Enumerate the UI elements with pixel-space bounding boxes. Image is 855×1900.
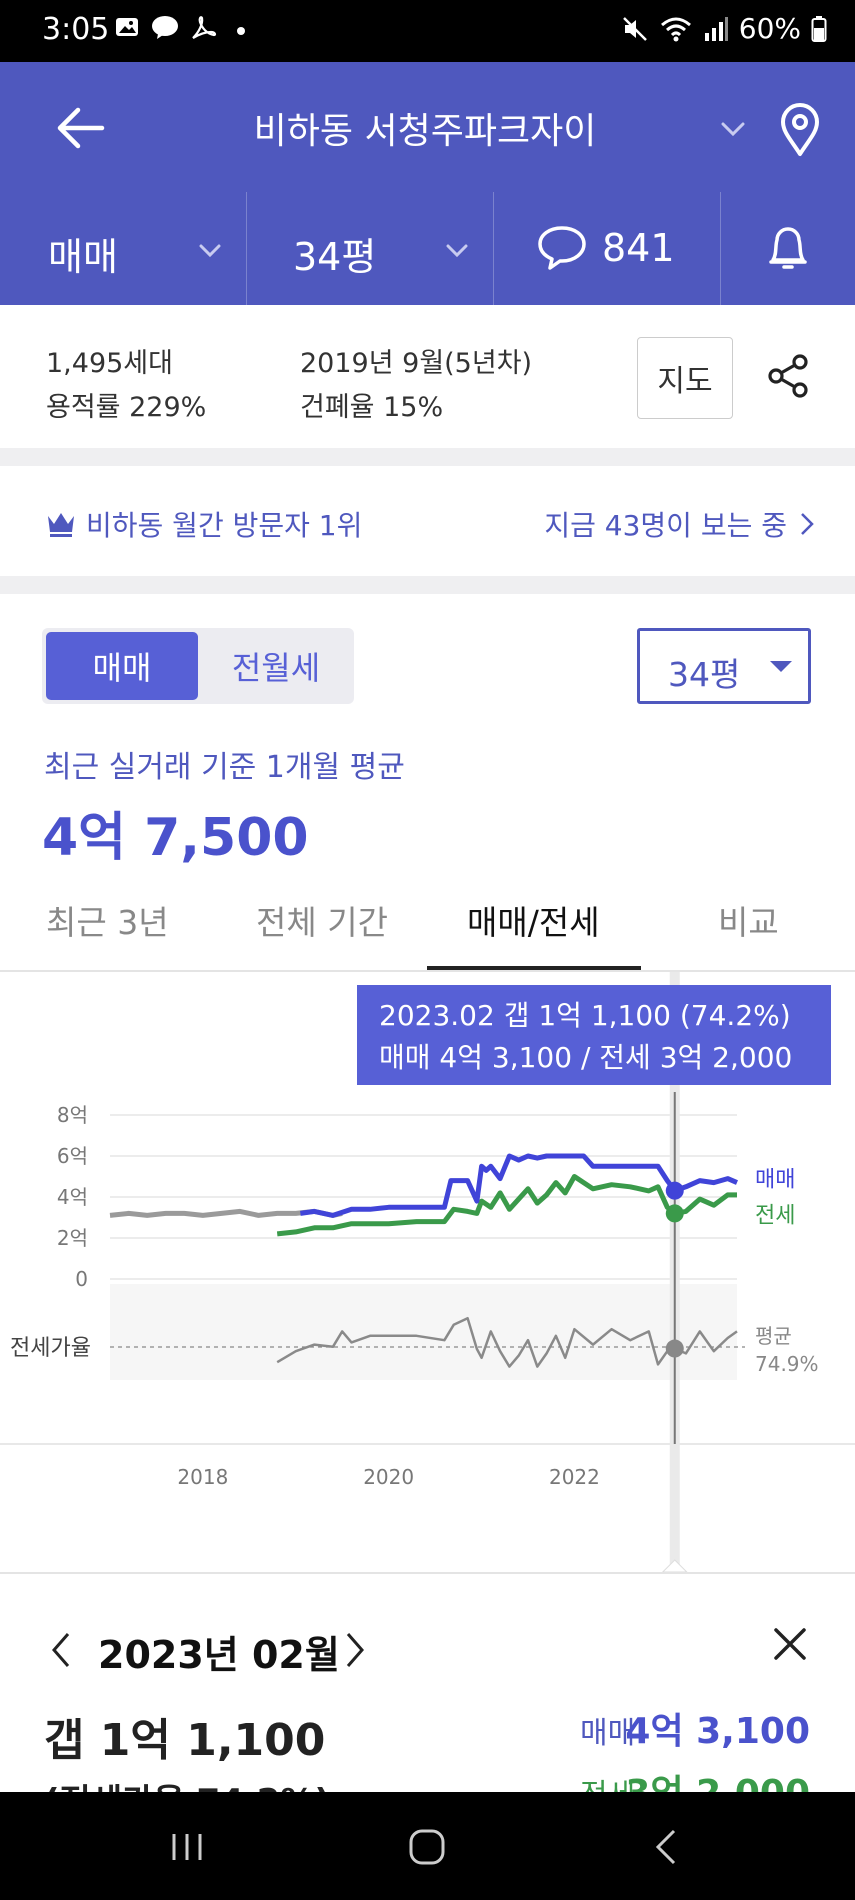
notification-icons [112,14,256,44]
x-tick-label: 2018 [177,1465,228,1489]
households: 1,495세대 [46,348,173,379]
size-dropdown[interactable]: 34평 [637,628,811,704]
size-label: 34평 [293,235,377,279]
detail-gap: 갭 1억 1,100 [44,1715,326,1766]
tab-sale-jeonse[interactable]: 매매/전세 [467,903,600,942]
rank-text: 비하동 월간 방문자 1위 [86,509,363,542]
rank-left: 비하동 월간 방문자 1위 [46,504,362,544]
active-tab-indicator [427,966,641,970]
app-header: 비하동 서청주파크자이 [0,62,855,192]
detail-jeonse-value: 3억 2,000 [625,1764,810,1792]
legend-ratio-average-value: 74.9% [755,1352,819,1376]
bell-icon [769,227,807,269]
chart-tooltip: 2023.02 갭 1억 1,100 (74.2%) 매매 4억 3,100 /… [357,985,831,1085]
signal-icon [704,16,728,41]
comment-count: 841 [602,226,675,270]
section-divider [0,448,855,466]
gallery-icon [112,14,142,44]
sale-point-selected [665,1181,684,1200]
tab-recent-3y[interactable]: 최근 3년 [46,903,169,942]
kakaotalk-icon [150,14,180,44]
location-pin-icon[interactable] [775,100,825,158]
floor-area-ratio: 용적률 229% [46,392,207,423]
map-button[interactable]: 지도 [637,337,733,419]
segment-sale[interactable]: 매매 [46,632,198,700]
close-icon[interactable] [770,1624,810,1664]
visitor-rank-banner[interactable]: 비하동 월간 방문자 1위 지금 43명이 보는 중 [0,466,855,576]
chevron-left-icon[interactable] [46,1630,76,1670]
dot-icon [226,14,256,44]
android-nav-bar [0,1792,855,1900]
speech-bubble-icon [538,226,586,270]
chevron-down-icon [446,244,468,258]
section-divider [0,1572,855,1574]
status-time: 3:05 [42,12,110,47]
tab-compare[interactable]: 비교 [718,903,779,942]
chevron-right-icon[interactable] [340,1630,370,1670]
ratio-axis-label: 전세가율 [10,1336,91,1361]
ratio-band [110,1284,737,1380]
status-bar: 3:05 60% [0,0,855,62]
crown-icon [48,513,74,537]
trade-type-select[interactable]: 매매 [0,192,247,305]
month-detail-panel: 2023년 02월 갭 1억 1,100 (전세가율 74.2%) 매매 4억 … [0,1574,855,1792]
system-icons: 60% [621,12,827,45]
mute-icon [622,16,647,41]
segment-rent[interactable]: 전월세 [231,649,321,687]
y-tick-label: 4억 [57,1185,88,1209]
y-tick-label: 0 [75,1267,88,1291]
building-coverage: 건폐율 15% [300,392,444,423]
y-tick-label: 6억 [57,1144,88,1168]
size-select[interactable]: 34평 [247,192,494,305]
average-price: 4억 7,500 [42,808,309,868]
detail-ratio: (전세가율 74.2%) [44,1774,330,1792]
legend-jeonse: 전세 [755,1204,795,1229]
share-icon[interactable] [764,352,812,400]
back-arrow-icon[interactable] [50,98,110,158]
ratio-point-selected [665,1339,684,1358]
caret-down-icon [770,661,792,672]
detail-jeonse-label: 전세 [580,1770,635,1792]
apartment-info: 1,495세대 2019년 9월(5년차) 용적률 229% 건폐율 15% 지… [0,305,855,448]
viewer-count: 지금 43명이 보는 중 [544,509,787,542]
home-icon[interactable] [402,1822,452,1872]
notification-button[interactable] [721,192,855,305]
detail-sale-label: 매매 [580,1716,636,1751]
period-tabs: 최근 3년 전체 기간 매매/전세 비교 [0,890,855,972]
tooltip-line-2: 매매 4억 3,100 / 전세 3억 2,000 [379,1041,793,1074]
battery-text: 60% [738,12,801,45]
comments-button[interactable]: 841 [494,192,721,305]
tab-all-period[interactable]: 전체 기간 [256,903,388,942]
pdf-icon [188,14,218,44]
trade-segment-control: 매매 전월세 [42,628,354,704]
x-tick-label: 2022 [549,1465,600,1489]
legend-ratio-average: 평균 [755,1324,792,1348]
size-dropdown-value: 34평 [668,655,741,694]
trade-type-label: 매매 [48,235,118,279]
average-label: 최근 실거래 기준 1개월 평균 [44,750,405,785]
x-tick-label: 2020 [363,1465,414,1489]
selection-pointer [662,1559,688,1572]
detail-month: 2023년 02월 [98,1633,340,1677]
wifi-icon [660,17,691,41]
filter-bar: 매매 34평 841 [0,192,855,305]
sale-line [300,1153,738,1218]
chevron-down-icon[interactable] [718,114,748,144]
apartment-title[interactable]: 비하동 서청주파크자이 [253,111,597,152]
detail-sale-value: 4억 3,100 [625,1711,810,1752]
battery-icon [811,15,827,42]
chevron-right-icon [801,513,814,535]
built-date: 2019년 9월(5년차) [300,348,533,379]
chevron-down-icon [199,244,221,258]
rank-right[interactable]: 지금 43명이 보는 중 [544,504,815,544]
back-nav-icon[interactable] [642,1822,692,1872]
legend-sale: 매매 [755,1168,795,1193]
y-tick-label: 2억 [57,1226,88,1250]
section-divider [0,576,855,594]
jeonse-point-selected [665,1204,684,1223]
tooltip-line-1: 2023.02 갭 1억 1,100 (74.2%) [379,999,791,1032]
recent-apps-icon[interactable] [162,1822,212,1872]
y-tick-label: 8억 [57,1103,88,1127]
